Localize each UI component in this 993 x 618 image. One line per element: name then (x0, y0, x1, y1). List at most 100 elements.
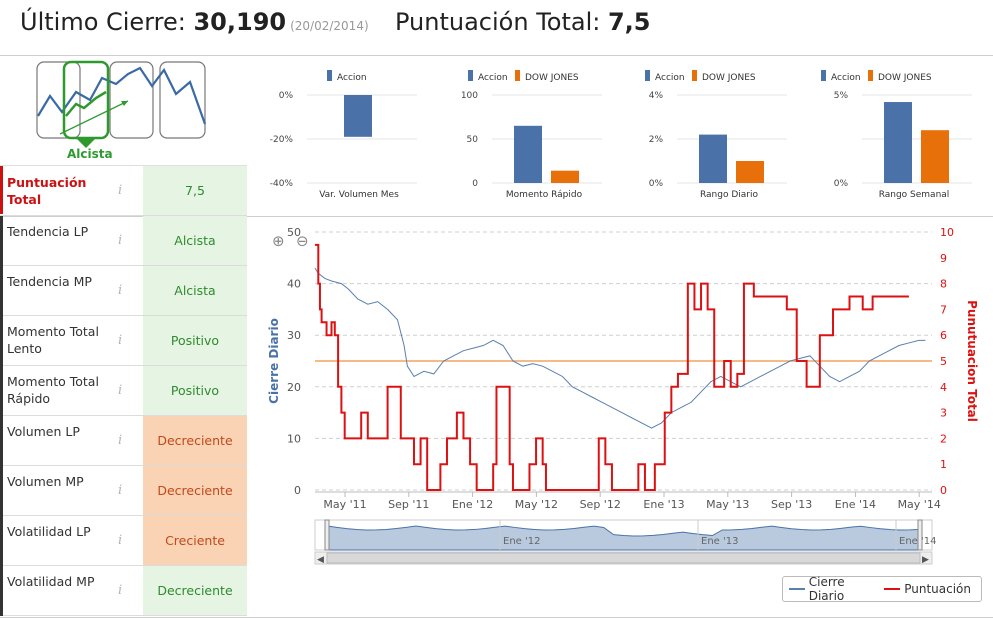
series-score-line[interactable] (315, 243, 909, 491)
score-row-value: Positivo (143, 366, 247, 415)
score-row: Volumen LP i Decreciente (0, 416, 247, 466)
right-tick-label: 6 (940, 329, 947, 342)
mini-chart-title: Rango Diario (700, 190, 759, 200)
score-row-label: Tendencia MP (0, 266, 112, 316)
info-icon[interactable]: i (118, 483, 123, 498)
mini-bar[interactable] (344, 95, 372, 137)
mini-chart-title: Var. Volumen Mes (319, 190, 399, 200)
info-icon[interactable]: i (118, 533, 123, 548)
total-score-label: Puntuación Total: (395, 8, 601, 36)
mini-tick-label: 50 (467, 135, 479, 145)
scroll-left-icon[interactable]: ◀ (317, 555, 324, 565)
right-axis-title: Punutuacion Total (965, 300, 979, 422)
mini-legend-label: DOW JONES (702, 73, 756, 83)
score-row-label: Momento Total Lento (0, 316, 112, 366)
mini-tick-label: 0% (834, 179, 849, 189)
mini-tick-label: -40% (270, 179, 294, 189)
right-tick-label: 4 (940, 381, 947, 394)
chart-legend: Cierre Diario Puntuación (782, 575, 982, 603)
zoom-out-icon[interactable]: ⊖ (296, 232, 309, 250)
mini-bar[interactable] (699, 134, 727, 183)
mini-bar[interactable] (514, 125, 542, 183)
left-axis-title: Cierre Diario (267, 318, 281, 404)
right-tick-label: 7 (940, 303, 947, 316)
mini-bar[interactable] (884, 102, 912, 183)
score-row-label: Volumen MP (0, 466, 112, 516)
mini-legend-label: Accion (478, 73, 508, 83)
left-tick-label: 50 (287, 226, 301, 239)
score-row-label: Tendencia LP (0, 216, 112, 266)
info-icon[interactable]: i (118, 383, 123, 398)
navigator-right-handle[interactable] (917, 519, 923, 551)
series-close-line[interactable] (314, 267, 926, 429)
legend-swatch (645, 70, 650, 81)
scroll-right-icon[interactable]: ▶ (922, 555, 929, 565)
left-tick-label: 10 (287, 432, 301, 445)
navigator-area (326, 525, 921, 551)
info-icon[interactable]: i (118, 233, 123, 248)
mini-chart: Accion DOW JONES 4% 2% 0% Rango Diario (645, 70, 787, 200)
x-tick-label: May '12 (515, 498, 558, 511)
mini-legend-label: Accion (655, 73, 685, 83)
mini-bar[interactable] (921, 130, 949, 183)
x-tick-label: May '13 (706, 498, 749, 511)
score-row-label: Momento Total Rápido (0, 366, 112, 416)
legend-score-label[interactable]: Puntuación (904, 582, 971, 596)
mini-tick-label: 0% (279, 91, 294, 101)
legend-swatch (515, 70, 520, 81)
score-row-value: Decreciente (143, 566, 247, 615)
info-icon[interactable]: i (118, 283, 123, 298)
info-icon[interactable]: i (118, 433, 123, 448)
mini-bar[interactable] (736, 161, 764, 183)
x-tick-label: Ene '13 (643, 498, 684, 511)
trend-chart-icon (36, 60, 207, 148)
mini-tick-label: 4% (649, 91, 664, 101)
mini-tick-label: 100 (461, 91, 478, 101)
score-row-label: Puntuación Total (0, 166, 112, 214)
right-tick-label: 0 (940, 484, 947, 497)
x-tick-label: Ene '12 (452, 498, 493, 511)
mini-legend-label: Accion (831, 73, 861, 83)
score-row: Momento Total Lento i Positivo (0, 316, 247, 366)
mini-bar[interactable] (551, 170, 579, 183)
last-close-value: 30,190 (193, 8, 287, 36)
info-icon[interactable]: i (118, 583, 123, 598)
mini-chart: Accion 0% -20% -40% Var. Volumen Mes (270, 70, 417, 200)
left-tick-label: 40 (287, 278, 301, 291)
right-tick-label: 10 (940, 226, 954, 239)
legend-swatch (692, 70, 697, 81)
score-row: Puntuación Total i 7,5 (0, 166, 247, 216)
scrollbar-thumb[interactable] (326, 552, 921, 564)
right-tick-label: 8 (940, 278, 947, 291)
navigator-tick-label: Ene '14 (899, 536, 936, 547)
legend-swatch (327, 70, 332, 81)
score-row: Volatilidad MP i Decreciente (0, 566, 247, 616)
info-icon[interactable]: i (118, 333, 123, 348)
left-tick-label: 20 (287, 381, 301, 394)
divider (0, 216, 993, 217)
info-icon[interactable]: i (118, 183, 123, 198)
mini-chart-title: Rango Semanal (879, 190, 950, 200)
navigator-tick-label: Ene '12 (503, 536, 540, 547)
legend-swatch (468, 70, 473, 81)
mini-tick-label: 2% (649, 135, 664, 145)
x-tick-label: Sep '11 (388, 498, 429, 511)
x-tick-label: Sep '12 (580, 498, 621, 511)
legend-score-swatch (884, 588, 901, 590)
mini-chart: Accion DOW JONES 5% 0% Rango Semanal (821, 70, 972, 200)
last-close-label: Último Cierre: (20, 8, 186, 36)
score-row: Tendencia MP i Alcista (0, 266, 247, 316)
legend-swatch (868, 70, 873, 81)
zoom-in-icon[interactable]: ⊕ (272, 232, 285, 250)
right-tick-label: 1 (940, 458, 947, 471)
total-score: Puntuación Total: 7,5 (395, 8, 650, 36)
score-row-value: Creciente (143, 516, 247, 565)
mini-charts: Accion 0% -20% -40% Var. Volumen Mes Accion DO… (270, 70, 972, 200)
score-table: Puntuación Total i 7,5 Tendencia LP i Alcista… (0, 166, 247, 616)
score-row: Momento Total Rápido i Positivo (0, 366, 247, 416)
legend-close-label[interactable]: Cierre Diario (808, 575, 845, 603)
navigator-left-handle[interactable] (324, 519, 330, 551)
score-row-label: Volumen LP (0, 416, 112, 466)
mini-tick-label: 5% (834, 91, 849, 101)
